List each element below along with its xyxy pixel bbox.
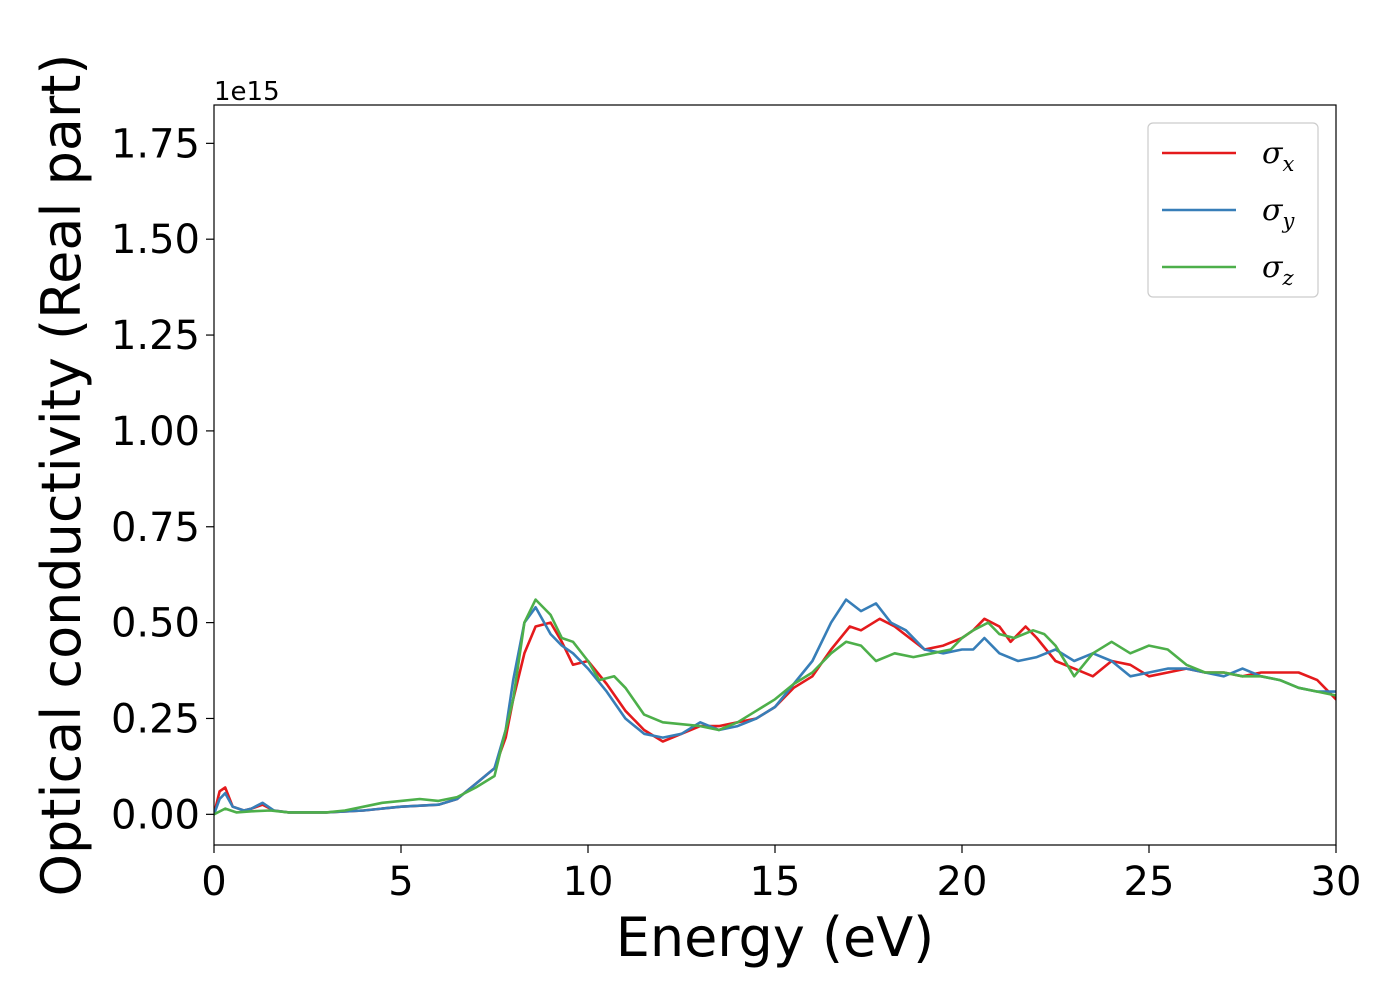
y-tick-label: 0.75	[111, 505, 200, 551]
series-line-y	[214, 598, 1336, 816]
x-tick-label: 10	[563, 859, 614, 905]
series-line-z	[214, 598, 1336, 816]
x-tick-label: 15	[750, 859, 801, 905]
x-tick-label: 30	[1311, 859, 1362, 905]
x-tick-label: 25	[1124, 859, 1175, 905]
y-tick-label: 1.25	[111, 313, 200, 359]
x-tick-label: 0	[201, 859, 226, 905]
y-axis-title: Optical conductivity (Real part)	[30, 54, 93, 897]
y-tick-label: 1.00	[111, 409, 200, 455]
y-tick-label: 0.50	[111, 601, 200, 647]
y-axis: 0.00 0.25 0.50 0.75 1.00 1.25 1.50 1.75	[111, 121, 214, 838]
x-tick-label: 20	[937, 859, 988, 905]
y-tick-label: 1.50	[111, 217, 200, 263]
series-layer	[214, 598, 1336, 816]
x-tick-label: 5	[388, 859, 413, 905]
y-tick-label: 1.75	[111, 121, 200, 167]
x-axis-title: Energy (eV)	[616, 906, 935, 969]
y-tick-label: 0.25	[111, 696, 200, 742]
y-offset-label: 1e15	[214, 77, 280, 107]
x-axis: 0 5 10 15 20 25 30	[201, 845, 1361, 905]
y-tick-label: 0.00	[111, 792, 200, 838]
